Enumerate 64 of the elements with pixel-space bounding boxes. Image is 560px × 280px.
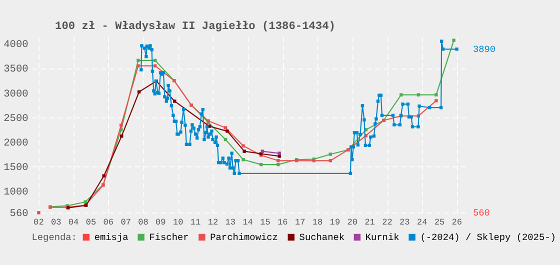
x-tick-label: 16 bbox=[278, 218, 288, 228]
legend-label: Suchanek bbox=[299, 232, 345, 243]
x-tick-label: 20 bbox=[347, 218, 358, 228]
x-tick-label: 11 bbox=[190, 218, 201, 228]
x-tick-label: 10 bbox=[172, 218, 184, 228]
point bbox=[242, 150, 246, 153]
point bbox=[136, 64, 140, 68]
point bbox=[434, 93, 438, 96]
point bbox=[434, 99, 438, 102]
x-tick-label: 03 bbox=[50, 218, 62, 228]
x-tick-label: 19 bbox=[330, 218, 340, 228]
x-tick-label: 06 bbox=[103, 218, 114, 228]
point bbox=[136, 58, 140, 62]
point bbox=[120, 134, 124, 138]
point bbox=[154, 64, 157, 68]
x-tick-label: 14 bbox=[242, 218, 253, 228]
y-tick-label: 3500 bbox=[4, 64, 28, 76]
x-tick-label: 05 bbox=[86, 218, 96, 228]
legend-label: Kurnik bbox=[365, 232, 400, 243]
y2-tick-label: 3890 bbox=[472, 44, 496, 56]
point bbox=[173, 100, 176, 103]
x-tick-label: 12 bbox=[208, 218, 218, 228]
x-tick-label: 07 bbox=[120, 218, 131, 228]
x-tick-label: 04 bbox=[68, 218, 79, 228]
point bbox=[400, 93, 403, 96]
legend-label: (-2024) / Sklepy (2025-) bbox=[420, 232, 556, 243]
x-tick-label: 21 bbox=[364, 218, 375, 228]
point bbox=[452, 38, 456, 42]
x-tick-label: 18 bbox=[312, 218, 323, 228]
y-tick-label: 2500 bbox=[4, 112, 28, 125]
legend-label: emisja bbox=[94, 232, 129, 243]
point bbox=[242, 144, 245, 148]
point bbox=[242, 158, 245, 162]
y-tick-label: 560 bbox=[10, 208, 28, 220]
x-tick-label: 26 bbox=[452, 218, 462, 228]
point bbox=[224, 126, 228, 130]
point bbox=[416, 93, 420, 96]
x-tick-label: 15 bbox=[260, 218, 270, 228]
x-tick-label: 13 bbox=[225, 218, 236, 228]
point bbox=[328, 152, 332, 156]
chart-title: 100 zł - Władysław II Jagiełło (1386-1434) bbox=[55, 20, 336, 34]
x-tick-label: 23 bbox=[400, 218, 410, 228]
y-tick-label: 2000 bbox=[4, 137, 28, 150]
legend-title: Legenda: bbox=[32, 232, 77, 244]
x-tick-label: 09 bbox=[156, 218, 166, 228]
y-tick-label: 1000 bbox=[4, 186, 28, 199]
x-tick-label: 02 bbox=[34, 218, 44, 228]
legend-label: Parchimowicz bbox=[210, 232, 278, 243]
y-tick-label: 3000 bbox=[4, 88, 28, 100]
point bbox=[120, 124, 123, 127]
point bbox=[102, 174, 106, 178]
x-tick-label: 25 bbox=[434, 218, 445, 228]
y-tick-label: 1500 bbox=[4, 162, 28, 174]
point bbox=[226, 130, 229, 133]
x-tick-label: 22 bbox=[382, 218, 392, 228]
x-tick-label: 08 bbox=[138, 218, 148, 228]
point bbox=[278, 152, 281, 155]
legend-label: Fischer bbox=[149, 232, 189, 243]
y-tick-label: 4000 bbox=[4, 39, 28, 52]
x-tick-label: 24 bbox=[416, 218, 428, 228]
y2-tick-label: 560 bbox=[472, 208, 490, 219]
x-tick-label: 17 bbox=[294, 218, 306, 228]
point bbox=[260, 150, 264, 153]
point bbox=[278, 154, 281, 158]
